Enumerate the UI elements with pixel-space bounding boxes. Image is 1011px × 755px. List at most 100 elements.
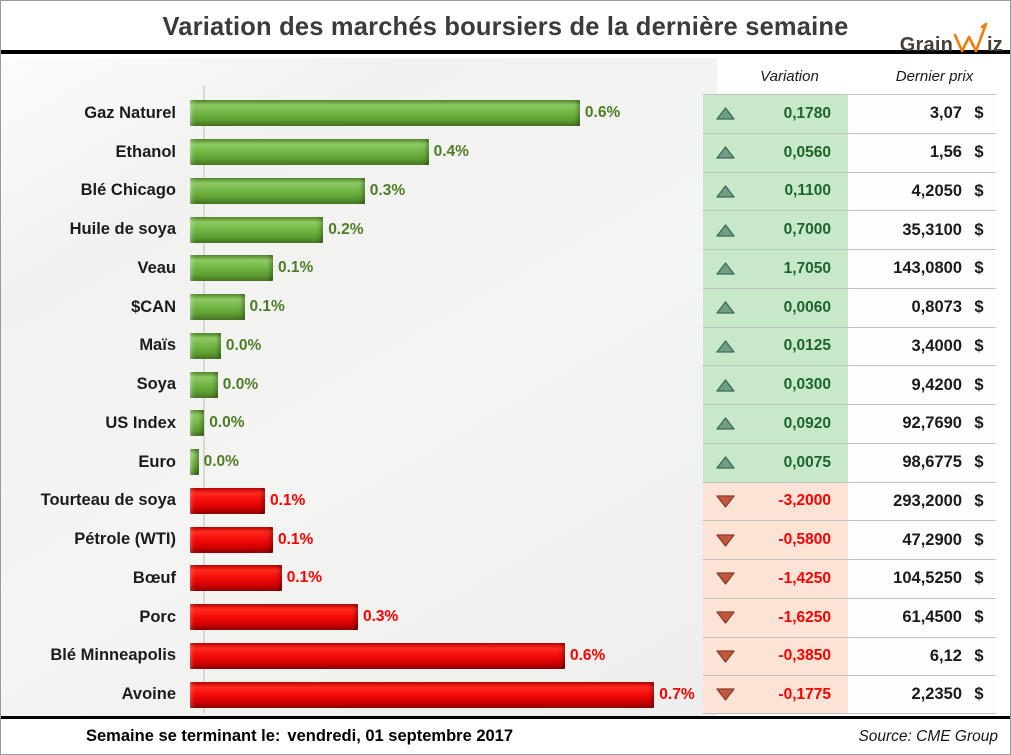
variation-value: -3,2000 [778, 492, 831, 510]
variation-value: 0,0075 [783, 453, 831, 471]
currency-symbol: $ [974, 414, 984, 433]
currency-symbol: $ [974, 181, 984, 200]
bar-percent-label: 0.4% [433, 143, 469, 161]
market-row: Soya 0.0% 0,0300 9,4200 $ [1, 365, 1009, 404]
price-value: 143,0800 [893, 259, 962, 278]
bar-zone: 0.1% [190, 249, 703, 288]
bar-zone: 0.1% [190, 559, 703, 598]
bar-zone: 0.2% [190, 210, 703, 249]
variation-bar [190, 177, 365, 204]
footer-bar: Semaine se terminant le: vendredi, 01 sep… [1, 716, 1010, 754]
price-cell: 98,6775 $ [848, 442, 996, 482]
bar-zone: 0.7% [190, 675, 703, 714]
price-cell: 4,2050 $ [848, 171, 996, 211]
price-value: 4,2050 [911, 181, 962, 200]
price-cell: 35,3100 $ [848, 210, 996, 249]
currency-symbol: $ [974, 569, 984, 588]
variation-bar [190, 681, 655, 708]
down-triangle-icon [716, 572, 735, 586]
up-triangle-icon [716, 456, 735, 469]
market-row: Tourteau de soya 0.1% -3,2000 293,2000 $ [1, 481, 1009, 521]
currency-symbol: $ [974, 685, 984, 704]
variation-cell: 0,0920 [703, 404, 848, 443]
title-bar: Variation des marchés boursiers de la de… [1, 1, 1010, 55]
price-value: 104,5250 [893, 569, 962, 588]
price-value: 293,2000 [893, 491, 962, 510]
market-row: Blé Chicago 0.3% 0,1100 4,2050 $ [1, 171, 1009, 211]
category-label: Pétrole (WTI) [74, 530, 176, 549]
category-label: US Index [105, 413, 176, 432]
price-value: 2,2350 [911, 685, 962, 704]
price-cell: 61,4500 $ [848, 597, 996, 637]
price-value: 3,07 [929, 104, 962, 123]
price-cell: 293,2000 $ [848, 481, 996, 521]
bar-percent-label: 0.1% [278, 530, 314, 548]
bar-zone: 0.0% [190, 327, 703, 366]
bar-zone: 0.1% [190, 520, 703, 559]
market-row: Pétrole (WTI) 0.1% -0,5800 47,2900 $ [1, 520, 1009, 559]
bar-percent-label: 0.2% [328, 220, 364, 238]
chart-background [1, 58, 717, 717]
variation-bar [190, 604, 358, 631]
variation-bar [190, 642, 565, 669]
footer-week-ending: Semaine se terminant le: vendredi, 01 sep… [86, 727, 513, 746]
bar-percent-label: 0.3% [369, 181, 406, 199]
variation-cell: -3,2000 [703, 481, 848, 521]
up-triangle-icon [716, 185, 735, 198]
variation-value: 0,0300 [783, 376, 831, 394]
price-cell: 143,0800 $ [848, 249, 996, 288]
variation-cell: -0,5800 [703, 520, 848, 559]
bar-zone: 0.6% [190, 94, 703, 133]
logo-text-iz: iz [987, 34, 1003, 56]
variation-bar [190, 139, 429, 166]
bar-percent-label: 0.3% [363, 608, 399, 626]
variation-cell: -0,3850 [703, 636, 848, 676]
variation-cell: -0,1775 [703, 675, 848, 714]
price-value: 9,4200 [911, 375, 962, 394]
price-value: 47,2900 [902, 530, 962, 549]
bar-percent-label: 0.0% [209, 414, 245, 432]
price-value: 61,4500 [902, 608, 962, 627]
variation-value: -0,1775 [778, 685, 831, 703]
currency-symbol: $ [974, 530, 984, 549]
up-triangle-icon [716, 262, 735, 276]
market-row: Ethanol 0.4% 0,0560 1,56 $ [1, 132, 1009, 172]
price-cell: 104,5250 $ [848, 559, 996, 598]
variation-bar [190, 332, 221, 359]
category-label: Porc [139, 607, 176, 626]
variation-cell: -1,6250 [703, 597, 848, 637]
variation-cell: 0,0300 [703, 365, 848, 404]
up-triangle-icon [716, 340, 735, 353]
report-body: Variation Dernier prix Gaz Naturel 0.6% … [1, 58, 1010, 717]
bar-zone: 0.1% [190, 288, 703, 327]
variation-bar [190, 487, 265, 514]
col-header-last-price: Dernier prix [895, 67, 974, 85]
down-triangle-icon [716, 688, 735, 701]
variation-value: 1,7050 [783, 259, 831, 277]
price-value: 92,7690 [902, 414, 962, 433]
bar-percent-label: 0.0% [222, 375, 259, 393]
variation-cell: 1,7050 [703, 249, 848, 288]
category-label: Bœuf [132, 568, 176, 587]
bar-percent-label: 0.1% [286, 569, 323, 587]
col-header-variation: Variation [760, 67, 819, 85]
variation-cell: 0,0075 [703, 442, 848, 482]
variation-bar [190, 410, 205, 437]
variation-cell: 0,0560 [703, 132, 848, 172]
variation-bar [190, 449, 199, 476]
market-rows: Gaz Naturel 0.6% 0,1780 3,07 $ Ethanol 0… [1, 94, 1009, 714]
bar-percent-label: 0.6% [570, 646, 606, 664]
grainwiz-logo: Grain iz [900, 21, 1003, 55]
chart-baseline [203, 86, 205, 713]
variation-value: 0,0560 [783, 143, 831, 161]
variation-cell: 0,0125 [703, 326, 848, 366]
price-value: 0,8073 [911, 298, 962, 317]
currency-symbol: $ [974, 336, 984, 355]
bar-zone: 0.3% [190, 598, 703, 637]
variation-bar [190, 565, 282, 592]
market-row: Avoine 0.7% -0,1775 2,2350 $ [1, 675, 1009, 714]
variation-value: 0,1780 [783, 104, 831, 122]
price-cell: 6,12 $ [848, 636, 996, 676]
up-triangle-icon [716, 107, 735, 121]
